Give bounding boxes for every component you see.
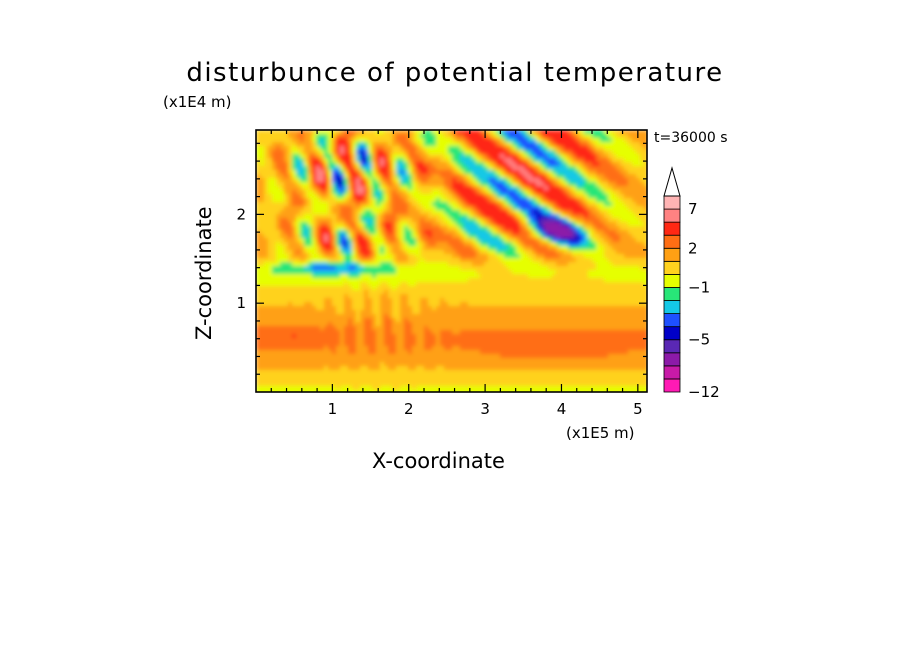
colorbar-tick-label: −12: [688, 383, 720, 401]
colorbar-swatch: [663, 378, 681, 393]
colorbar-swatch: [663, 287, 681, 301]
colorbar-swatch: [663, 352, 681, 367]
chart-title: disturbunce of potential temperature: [186, 58, 724, 88]
x-tick-label: 4: [557, 400, 567, 418]
x-unit-label: (x1E5 m): [566, 424, 635, 442]
plot-frame: [255, 129, 648, 393]
colorbar-swatch: [663, 273, 681, 288]
y-tick-label: 1: [236, 294, 246, 312]
colorbar-swatch: [663, 260, 681, 275]
y-tick-label: 2: [236, 205, 246, 223]
colorbar-swatch: [663, 247, 681, 262]
colorbar-swatch: [663, 234, 681, 249]
colorbar-swatch: [663, 365, 681, 380]
y-unit-label: (x1E4 m): [163, 93, 232, 111]
x-axis-label: X-coordinate: [372, 449, 505, 473]
colorbar-extend-arrow: [663, 166, 681, 197]
x-tick-label: 5: [633, 400, 643, 418]
colorbar-swatch: [663, 208, 681, 223]
colorbar-swatch: [663, 326, 681, 341]
colorbar-swatch: [663, 313, 681, 328]
colorbar-tick-label: 2: [688, 239, 698, 257]
colorbar-tick-label: −1: [688, 278, 710, 296]
contour-field: [256, 130, 647, 392]
time-annotation: t=36000 s: [654, 130, 728, 146]
colorbar-swatch: [663, 339, 681, 354]
colorbar-swatch: [663, 300, 681, 314]
colorbar: 7 2 −1 −5 −12: [663, 166, 720, 401]
colorbar-tick-label: −5: [688, 331, 710, 349]
x-tick-label: 3: [480, 400, 490, 418]
x-tick-label: 2: [404, 400, 414, 418]
colorbar-swatch: [663, 195, 681, 210]
x-tick-label: 1: [328, 400, 338, 418]
axes: 1 2 3 4 5 1 2: [236, 130, 647, 418]
y-axis-label: Z-coordinate: [192, 206, 216, 340]
colorbar-swatch: [663, 221, 681, 236]
colorbar-tick-label: 7: [688, 200, 698, 218]
